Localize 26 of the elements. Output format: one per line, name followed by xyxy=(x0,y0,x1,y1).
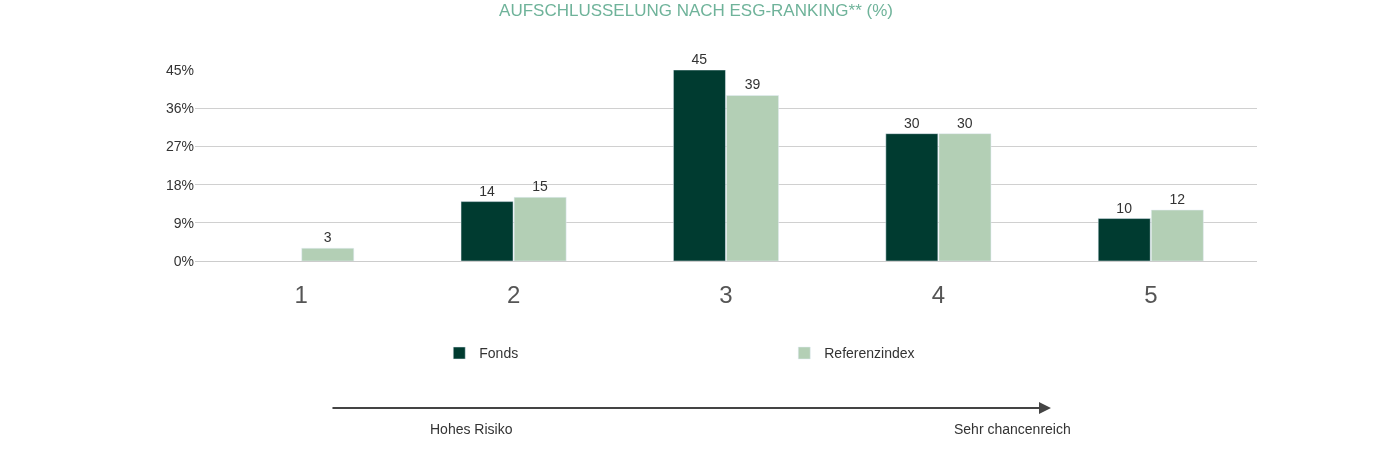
legend-label: Fonds xyxy=(479,345,519,362)
data-label: 14 xyxy=(479,182,495,199)
data-label: 15 xyxy=(532,178,549,195)
data-label: 39 xyxy=(744,76,761,93)
chart-title: AUFSCHLUSSELUNG NACH ESG-RANKING** (%) xyxy=(499,1,893,21)
x-tick-label: 3 xyxy=(719,280,733,308)
data-label: 3 xyxy=(323,229,332,246)
x-tick-label: 2 xyxy=(506,280,521,308)
y-tick-label: 36% xyxy=(165,100,194,117)
y-tick-label: 0% xyxy=(173,252,194,269)
y-tick-label: 45% xyxy=(165,61,194,78)
x-tick-label: 5 xyxy=(1144,280,1158,308)
legend-label: Referenzindex xyxy=(824,345,915,362)
text: Hohes Risiko xyxy=(430,421,513,437)
y-tick-label: 27% xyxy=(165,138,194,155)
data-label: 10 xyxy=(1116,199,1133,216)
y-tick-label: 9% xyxy=(173,214,194,231)
data-label: 12 xyxy=(1169,191,1186,208)
text: Sehr chancenreich xyxy=(954,421,1071,437)
data-label: 45 xyxy=(691,51,708,67)
bar xyxy=(301,248,355,261)
data-label: 30 xyxy=(957,114,973,131)
y-tick-label: 18% xyxy=(165,176,194,193)
x-tick-label: 4 xyxy=(931,280,946,308)
data-label: 30 xyxy=(903,114,920,131)
x-tick-label: 1 xyxy=(294,280,308,308)
